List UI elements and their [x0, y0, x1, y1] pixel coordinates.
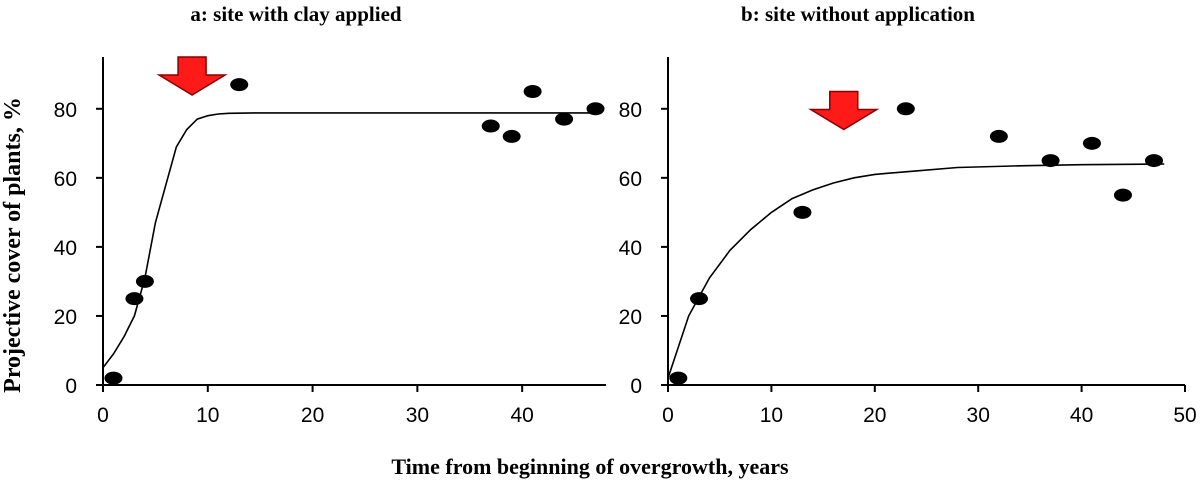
chart-a-title: a: site with clay applied	[190, 2, 401, 26]
chart-b-data-point	[690, 292, 709, 306]
chart-b-data-point	[669, 371, 688, 385]
chart-a-x-tick-label: 20	[301, 404, 324, 427]
chart-b-title: b: site without application	[741, 2, 975, 26]
chart-b-x-tick-label: 0	[662, 404, 674, 427]
chart-b-x-tick-label: 20	[863, 404, 886, 427]
chart-a-data-point	[523, 85, 542, 99]
chart-a-panel: 0 10 20 30 40 0 20 40 60 80	[54, 56, 606, 427]
chart-a-x-tick-label: 40	[510, 404, 533, 427]
chart-b-data-point	[1113, 188, 1132, 202]
chart-a-data-point	[230, 78, 249, 92]
x-axis-label: Time from beginning of overgrowth, years	[391, 454, 789, 479]
chart-b-x-tick-label: 30	[967, 404, 990, 427]
chart-b-x-tick-label: 40	[1070, 404, 1093, 427]
chart-a-data-point	[104, 371, 123, 385]
chart-b-y-tick-label: 80	[619, 99, 642, 122]
chart-a-y-tick-label: 0	[65, 375, 77, 398]
chart-a-fit-curve	[102, 112, 596, 369]
chart-a-data-point	[555, 112, 574, 126]
chart-a-y-tick-label: 20	[54, 306, 77, 329]
chart-b-y-tick-label: 40	[619, 237, 642, 260]
chart-a-data-point	[586, 102, 605, 116]
chart-b-data-point	[1082, 136, 1101, 150]
chart-b-data-point	[989, 129, 1008, 143]
chart-b-y-tick-label: 0	[630, 375, 642, 398]
chart-b-arrow-annotation	[808, 90, 880, 131]
chart-b-x-tick-label: 50	[1173, 404, 1196, 427]
chart-a-x-tick-label: 0	[97, 404, 109, 427]
chart-b-data-point	[1041, 154, 1060, 168]
chart-a-data-point	[502, 129, 521, 143]
chart-b-data-point	[896, 102, 915, 116]
chart-a-x-tick-label: 30	[406, 404, 429, 427]
chart-b-panel: 0 10 20 30 40 50 0 20 40 60 80	[619, 57, 1197, 427]
chart-a-data-point	[125, 292, 144, 306]
chart-b-y-tick-label: 20	[619, 306, 642, 329]
chart-a-arrow-annotation	[156, 56, 228, 96]
chart-b-data-point	[1144, 154, 1163, 168]
chart-a-data-point	[135, 274, 154, 288]
chart-b-x-tick-label: 10	[760, 404, 783, 427]
chart-b-fit-curve	[667, 163, 1165, 379]
chart-a-y-tick-label: 60	[54, 168, 77, 191]
chart-a-data-point	[481, 119, 500, 133]
y-axis-label: Projective cover of plants, %	[0, 97, 26, 393]
chart-a-x-tick-label: 10	[196, 404, 219, 427]
chart-b-y-tick-label: 60	[619, 168, 642, 191]
chart-a-y-tick-label: 80	[54, 99, 77, 122]
chart-a-y-tick-label: 40	[54, 237, 77, 260]
chart-b-data-point	[793, 205, 812, 219]
